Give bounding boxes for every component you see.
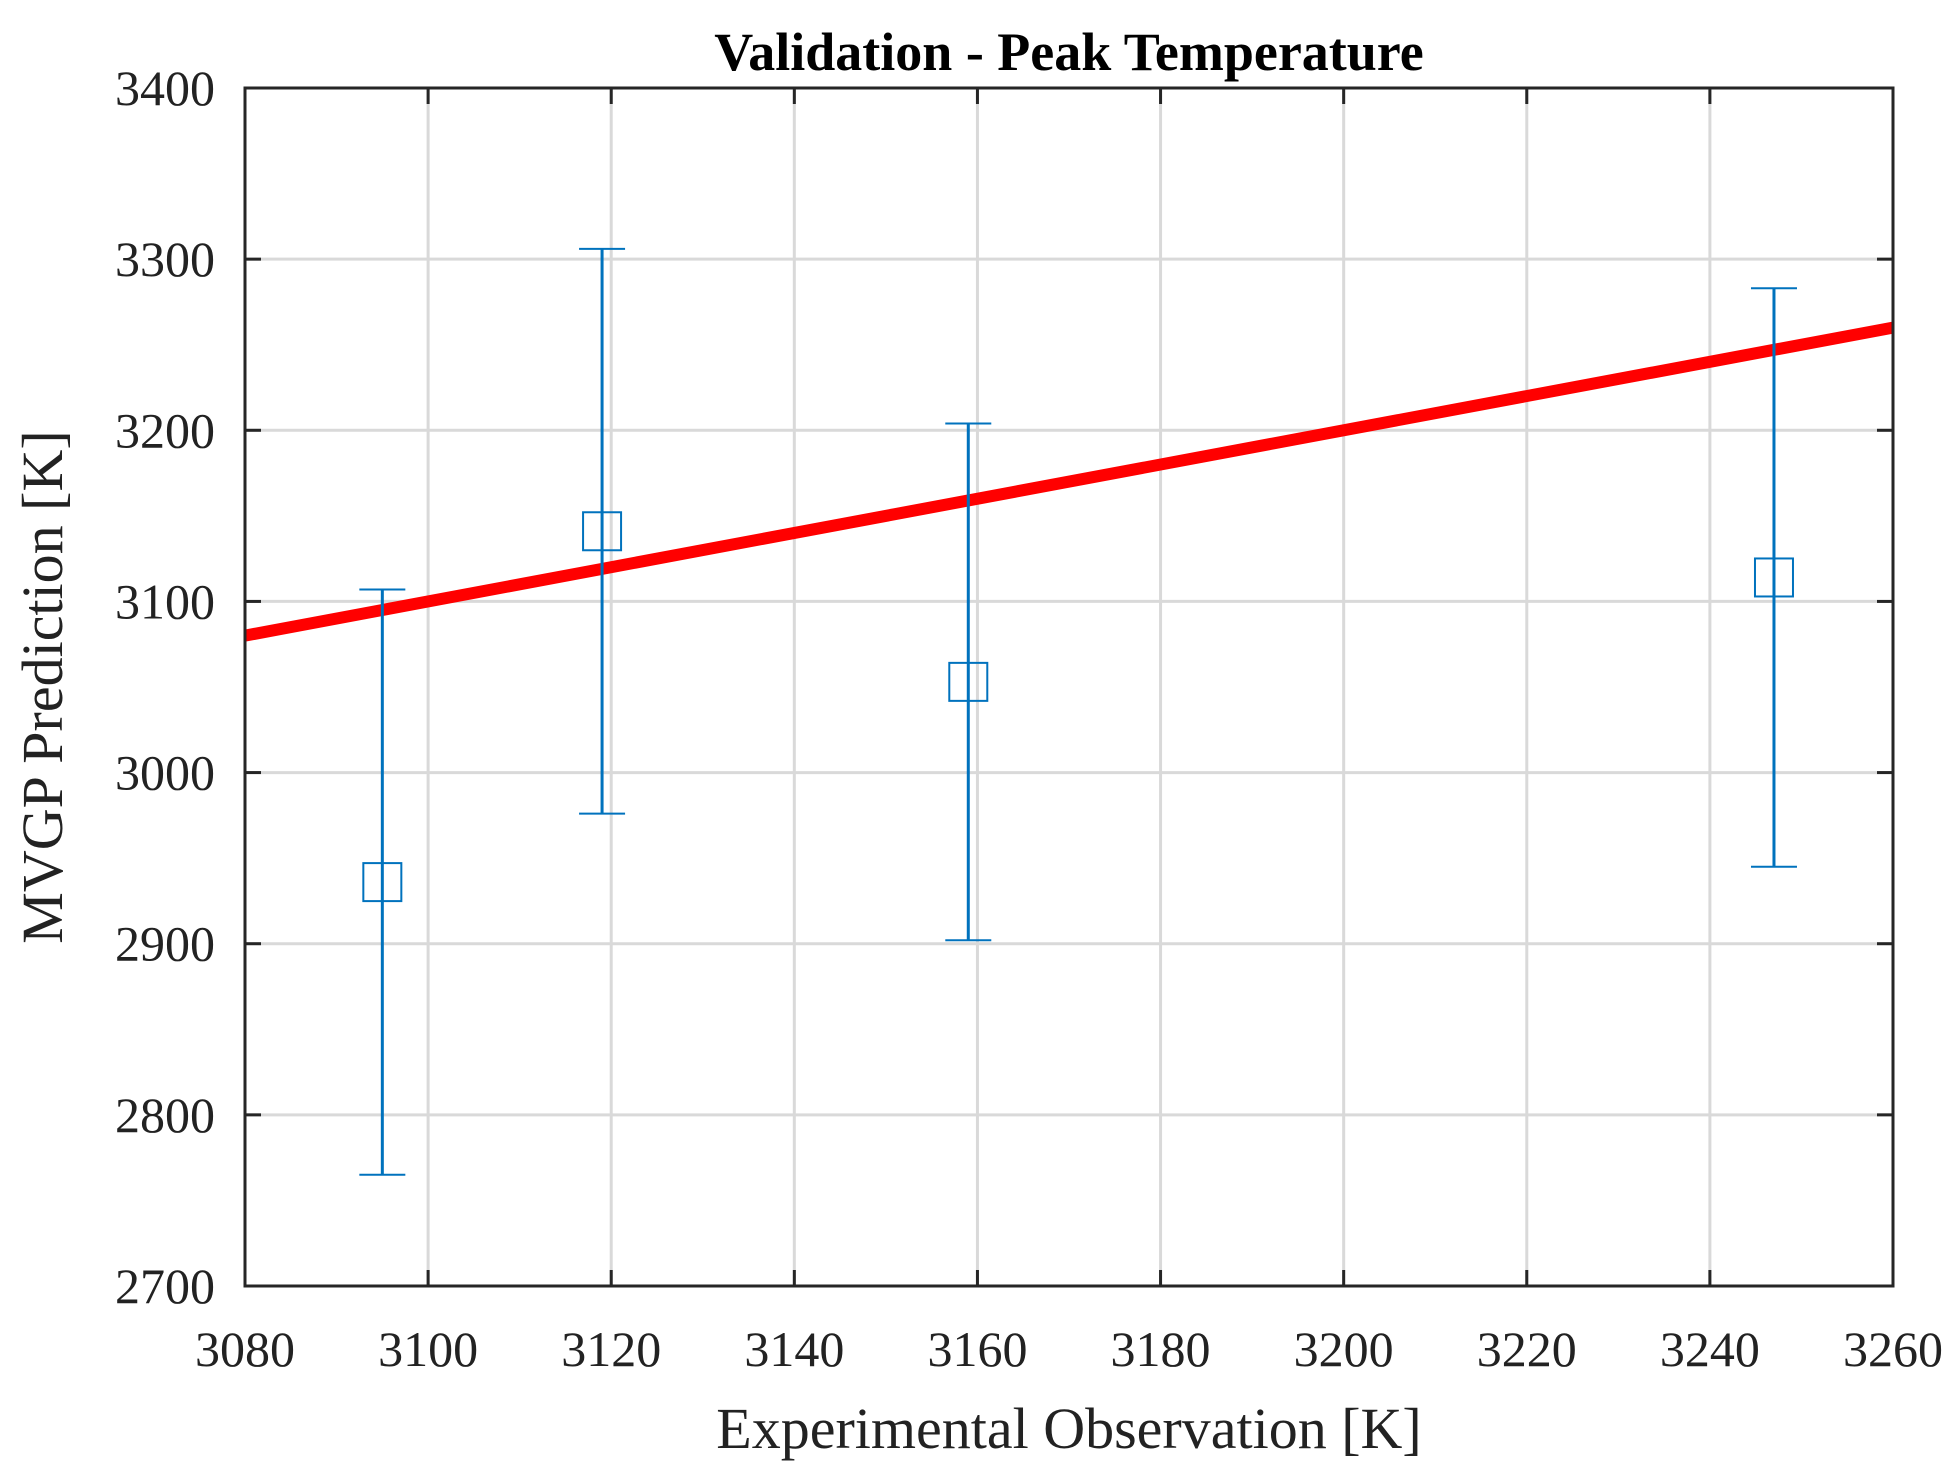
square-marker [948,661,989,702]
y-axis-label: MVGP Prediction [K] [10,430,75,943]
x-tick-label: 3160 [927,1321,1027,1377]
square-marker [362,862,403,903]
y-tick-label: 2700 [115,1258,215,1314]
x-tick-label: 3120 [561,1321,661,1377]
y-tick-label: 3100 [115,573,215,629]
x-tick-label: 3260 [1843,1321,1943,1377]
square-marker [582,511,623,552]
y-tick-labels: 2700 2800 2900 3000 3100 3200 3300 3400 [115,60,215,1314]
axis-ticks [243,86,1895,1288]
x-tick-label: 3100 [378,1321,478,1377]
y-tick-label: 3300 [115,231,215,287]
square-marker [1753,557,1794,598]
axes-box [243,86,1895,1288]
x-tick-label: 3200 [1294,1321,1394,1377]
y-tick-label: 3200 [115,402,215,458]
data-point [945,422,992,942]
y-tick-label: 3400 [115,60,215,116]
data-points [359,247,1797,1176]
x-tick-label: 3240 [1660,1321,1760,1377]
data-point [1750,287,1797,868]
y-tick-label: 2900 [115,916,215,972]
data-point [359,588,406,1176]
x-tick-labels: 3080 3100 3120 3140 3160 3180 3200 3220 3240 3260 [195,1321,1943,1377]
reference-line-group [243,321,1895,642]
x-tick-label: 3220 [1477,1321,1577,1377]
y-tick-label: 2800 [115,1087,215,1143]
plot-area [245,88,1893,1286]
chart-title: Validation - Peak Temperature [714,22,1424,82]
x-axis-label: Experimental Observation [K] [716,1396,1421,1461]
reference-line [243,321,1895,642]
data-point [579,247,626,815]
x-tick-label: 3180 [1111,1321,1211,1377]
y-tick-label: 3000 [115,745,215,801]
x-tick-label: 3140 [744,1321,844,1377]
x-tick-label: 3080 [195,1321,295,1377]
